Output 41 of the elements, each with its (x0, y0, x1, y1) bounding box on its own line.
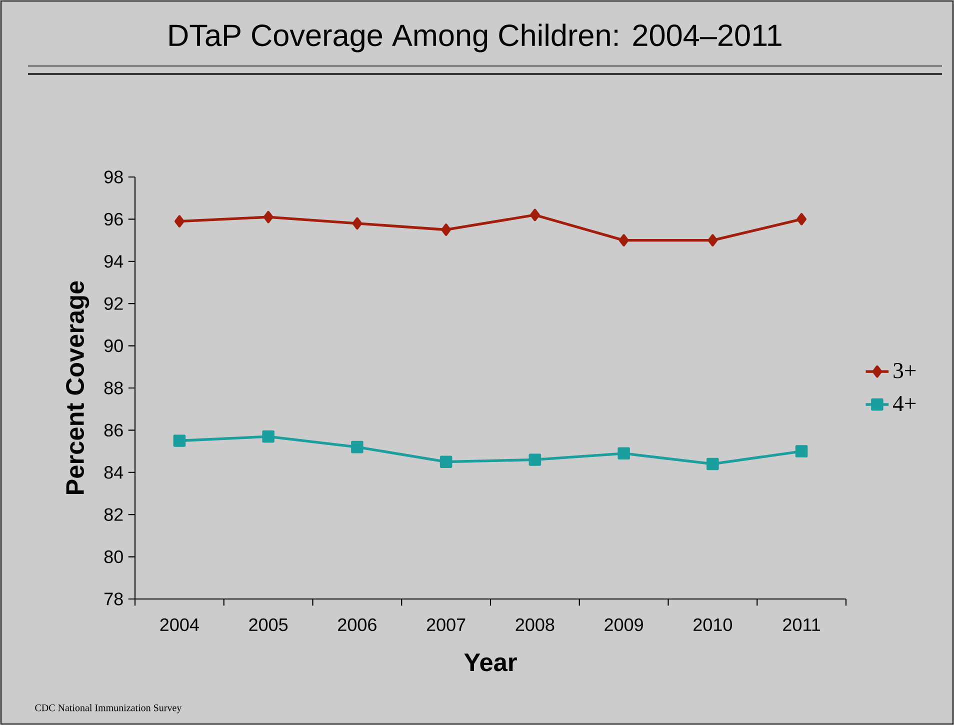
point (706, 458, 719, 470)
y-tick-label: 88 (104, 382, 123, 394)
y-axis-title: Percent Coverage (66, 281, 90, 494)
chart-title: DTaP Coverage Among Children: 2004–2011 (170, 24, 782, 52)
x-tick-label: 2011 (783, 618, 820, 632)
x-tick-label: 2008 (516, 618, 554, 632)
point (351, 440, 364, 454)
y-tick-label: 94 (104, 255, 124, 268)
legend-label: 3+ (894, 363, 916, 378)
text: CDC National Immunization Survey (35, 704, 182, 714)
y-tick-label: 82 (104, 508, 123, 521)
y-tick-label: 84 (104, 466, 124, 479)
y-tick-label: 96 (104, 212, 123, 226)
y-tick-label: 98 (104, 170, 123, 184)
x-axis-title: Year (464, 654, 517, 672)
point (530, 208, 540, 222)
point (263, 210, 274, 224)
x-tick-label: 2007 (426, 618, 466, 632)
point (796, 213, 806, 226)
x-tick-label: 2004 (160, 618, 199, 632)
x-tick-label: 2010 (694, 618, 732, 632)
y-tick-label: 86 (104, 424, 123, 437)
point (795, 445, 808, 458)
y-tick-label: 90 (104, 339, 123, 352)
point (262, 430, 274, 443)
point (441, 224, 451, 236)
y-tick-label: 78 (104, 592, 123, 606)
x-tick-label: 2009 (604, 618, 643, 632)
point (618, 234, 629, 246)
point (173, 434, 186, 447)
point (352, 217, 362, 230)
point (528, 454, 542, 466)
x-tick-label: 2006 (338, 618, 376, 632)
legend-label: 4+ (893, 396, 916, 411)
point (708, 234, 718, 246)
x-tick-label: 2005 (249, 618, 288, 632)
y-tick-label: 80 (104, 550, 123, 564)
point (440, 456, 452, 468)
y-tick-label: 92 (104, 297, 123, 310)
point (174, 215, 184, 228)
point (618, 447, 630, 460)
